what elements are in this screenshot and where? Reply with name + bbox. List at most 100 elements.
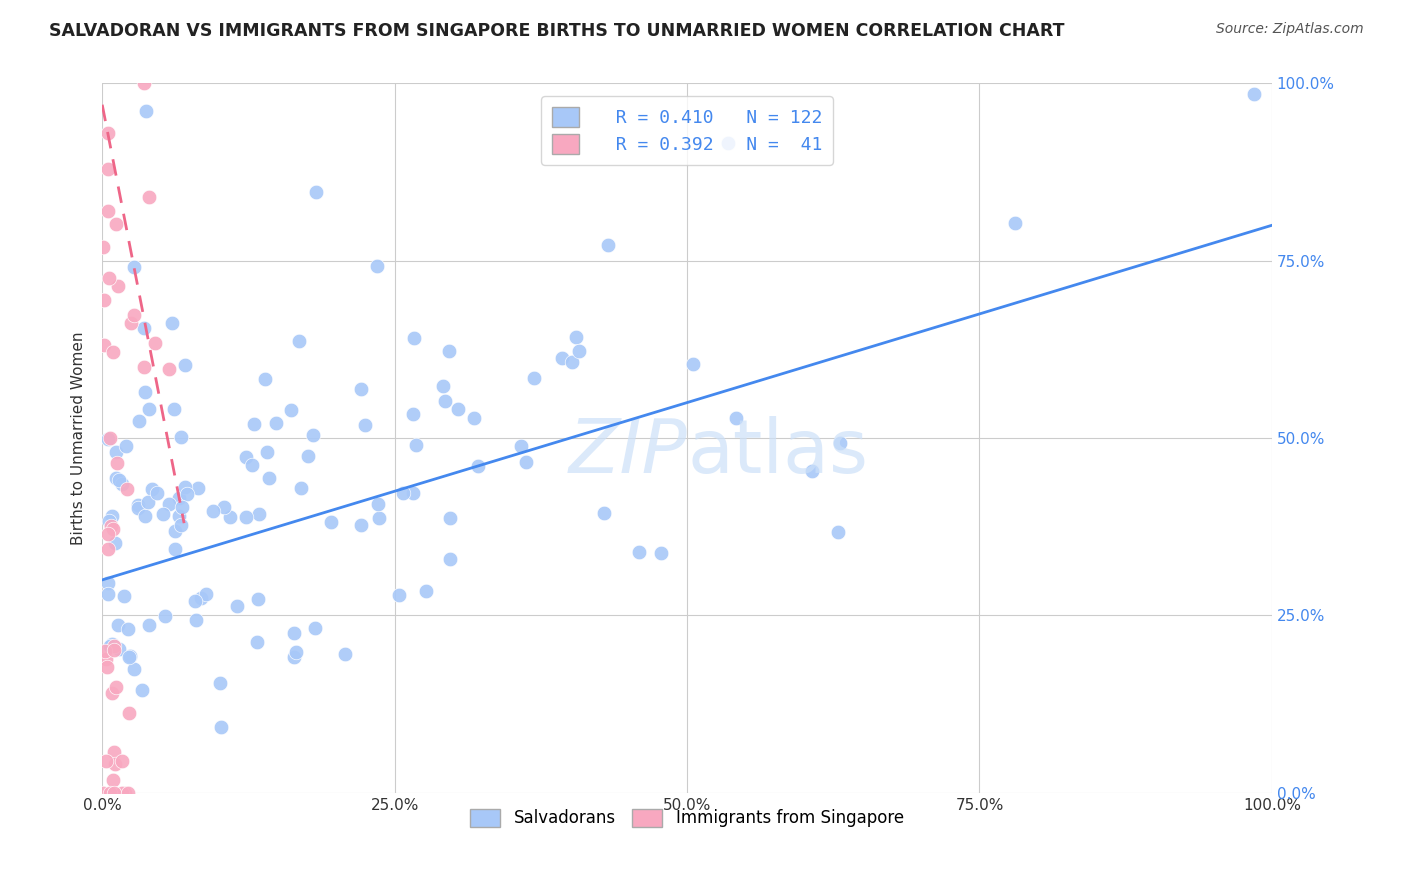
Point bbox=[115, 439, 138, 453]
Point bbox=[107, 278, 129, 293]
Point bbox=[174, 480, 197, 494]
Point bbox=[101, 637, 124, 651]
Point bbox=[184, 613, 207, 627]
Point bbox=[550, 351, 572, 366]
Point bbox=[256, 444, 278, 458]
Point bbox=[350, 518, 373, 533]
Point bbox=[401, 407, 423, 421]
Point bbox=[97, 432, 120, 446]
Point bbox=[104, 218, 127, 232]
Point bbox=[163, 401, 186, 416]
Point bbox=[447, 401, 470, 416]
Point bbox=[96, 754, 118, 768]
Point bbox=[1243, 87, 1265, 101]
Point bbox=[117, 786, 139, 800]
Point bbox=[288, 334, 311, 348]
Point bbox=[592, 507, 614, 521]
Point bbox=[98, 431, 121, 445]
Text: atlas: atlas bbox=[688, 416, 868, 489]
Point bbox=[827, 525, 849, 540]
Point bbox=[134, 321, 156, 335]
Point bbox=[97, 526, 120, 541]
Y-axis label: Births to Unmarried Women: Births to Unmarried Women bbox=[72, 331, 86, 545]
Point bbox=[682, 358, 704, 372]
Point bbox=[91, 786, 114, 800]
Point bbox=[114, 786, 136, 800]
Point bbox=[368, 510, 391, 524]
Point bbox=[134, 384, 156, 399]
Point bbox=[135, 104, 157, 119]
Point bbox=[96, 652, 118, 666]
Point bbox=[122, 308, 145, 322]
Point bbox=[225, 599, 247, 613]
Point bbox=[146, 486, 169, 500]
Point bbox=[596, 237, 619, 252]
Point bbox=[283, 625, 305, 640]
Point bbox=[319, 516, 342, 530]
Point bbox=[214, 500, 236, 515]
Point bbox=[138, 190, 160, 204]
Point bbox=[163, 541, 186, 556]
Point bbox=[174, 358, 197, 372]
Point bbox=[98, 639, 121, 653]
Point bbox=[141, 482, 163, 496]
Point bbox=[257, 471, 280, 485]
Point bbox=[134, 77, 156, 91]
Point bbox=[101, 522, 124, 536]
Point bbox=[103, 786, 125, 800]
Point bbox=[333, 647, 356, 661]
Point bbox=[131, 683, 153, 698]
Point bbox=[243, 417, 266, 432]
Point bbox=[194, 587, 217, 601]
Point bbox=[115, 482, 138, 496]
Point bbox=[103, 772, 125, 787]
Point bbox=[97, 514, 120, 528]
Point bbox=[138, 401, 160, 416]
Point bbox=[515, 455, 537, 469]
Point bbox=[1004, 216, 1026, 230]
Point bbox=[297, 449, 319, 463]
Point bbox=[93, 337, 115, 351]
Point bbox=[107, 642, 129, 657]
Point bbox=[97, 271, 120, 285]
Point bbox=[235, 450, 257, 464]
Point bbox=[93, 240, 115, 254]
Point bbox=[235, 510, 257, 524]
Point bbox=[108, 474, 131, 488]
Point bbox=[240, 458, 263, 473]
Point bbox=[167, 508, 190, 523]
Point bbox=[290, 481, 312, 495]
Point bbox=[264, 416, 287, 430]
Point bbox=[176, 487, 198, 501]
Point bbox=[280, 403, 302, 417]
Point bbox=[650, 546, 672, 560]
Point bbox=[103, 745, 125, 759]
Point bbox=[349, 382, 371, 396]
Point bbox=[97, 161, 120, 176]
Point bbox=[157, 497, 180, 511]
Point bbox=[107, 618, 129, 632]
Point bbox=[302, 428, 325, 442]
Text: ZIP: ZIP bbox=[568, 417, 688, 488]
Point bbox=[402, 331, 425, 345]
Point bbox=[717, 136, 740, 150]
Point bbox=[433, 393, 456, 408]
Point bbox=[219, 510, 242, 524]
Point bbox=[432, 378, 454, 392]
Point bbox=[354, 418, 377, 433]
Point bbox=[122, 260, 145, 275]
Point bbox=[136, 495, 159, 509]
Point bbox=[117, 623, 139, 637]
Point bbox=[105, 445, 128, 459]
Point bbox=[463, 410, 485, 425]
Point bbox=[415, 583, 437, 598]
Point bbox=[160, 316, 183, 330]
Point bbox=[402, 485, 425, 500]
Point bbox=[405, 437, 427, 451]
Point bbox=[128, 414, 150, 428]
Point bbox=[246, 634, 269, 648]
Point bbox=[104, 756, 127, 771]
Point bbox=[367, 497, 389, 511]
Point bbox=[93, 644, 115, 658]
Point bbox=[100, 519, 122, 533]
